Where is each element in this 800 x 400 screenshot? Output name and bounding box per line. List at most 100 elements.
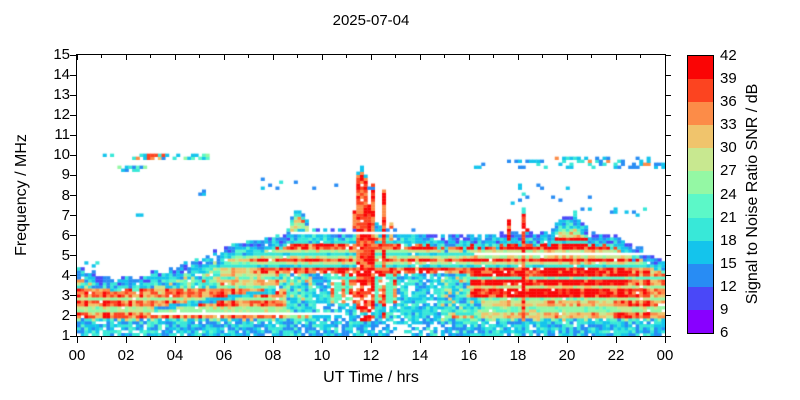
x-tick-mark bbox=[419, 336, 421, 343]
colorbar-tick-label: 24 bbox=[720, 185, 737, 203]
y-tick-label: 15 bbox=[53, 46, 70, 63]
x-minor-tick-mark bbox=[297, 55, 298, 58]
y-tick-label: 9 bbox=[61, 166, 70, 184]
x-tick-mark bbox=[664, 55, 666, 60]
colorbar-segment bbox=[688, 102, 713, 126]
x-axis-label: UT Time / hrs bbox=[323, 369, 419, 386]
x-minor-tick-mark bbox=[493, 336, 494, 340]
colorbar-segment bbox=[688, 79, 713, 103]
y-tick-mark bbox=[665, 215, 671, 217]
colorbar-segment bbox=[688, 148, 713, 172]
y-tick-mark bbox=[70, 94, 77, 96]
y-tick-mark bbox=[665, 195, 671, 196]
x-tick-mark bbox=[321, 336, 323, 343]
y-tick-mark bbox=[665, 54, 671, 56]
x-minor-tick-mark bbox=[101, 55, 102, 58]
y-tick-mark bbox=[70, 195, 77, 196]
colorbar-tick-label: 12 bbox=[720, 277, 737, 295]
x-tick-label: 10 bbox=[313, 347, 331, 364]
y-tick-mark bbox=[665, 295, 671, 297]
x-tick-label: 00 bbox=[68, 347, 86, 364]
colorbar bbox=[687, 55, 714, 334]
y-tick-label: 14 bbox=[53, 66, 70, 84]
colorbar-segment bbox=[688, 194, 713, 218]
y-tick-mark bbox=[70, 54, 77, 56]
x-minor-tick-mark bbox=[150, 55, 151, 58]
y-tick-mark bbox=[70, 295, 77, 297]
x-minor-tick-mark bbox=[542, 55, 543, 58]
x-minor-tick-mark bbox=[395, 55, 396, 58]
y-tick-mark bbox=[70, 215, 77, 217]
x-tick-mark bbox=[125, 55, 127, 60]
y-tick-mark bbox=[665, 235, 671, 237]
x-tick-mark bbox=[517, 336, 519, 343]
y-tick-mark bbox=[70, 114, 77, 116]
colorbar-tick-label: 18 bbox=[720, 231, 737, 249]
x-minor-tick-mark bbox=[542, 336, 543, 340]
colorbar-tick-label: 21 bbox=[720, 208, 737, 226]
x-tick-label: 16 bbox=[460, 347, 478, 364]
x-tick-mark bbox=[125, 336, 127, 343]
x-tick-mark bbox=[272, 336, 274, 343]
x-tick-mark bbox=[615, 55, 617, 60]
plot-area bbox=[70, 54, 671, 343]
x-tick-mark bbox=[468, 336, 470, 343]
x-tick-mark bbox=[566, 336, 568, 343]
colorbar-tick-label: 30 bbox=[720, 139, 737, 157]
x-tick-label: 00 bbox=[656, 347, 674, 364]
x-minor-tick-mark bbox=[199, 336, 200, 340]
x-minor-tick-mark bbox=[199, 55, 200, 58]
y-tick-label: 13 bbox=[53, 86, 70, 104]
colorbar-segment bbox=[688, 125, 713, 149]
x-minor-tick-mark bbox=[248, 336, 249, 340]
y-tick-mark bbox=[665, 74, 671, 76]
colorbar-tick-label: 9 bbox=[720, 300, 729, 318]
colorbar-segment bbox=[688, 171, 713, 195]
x-tick-mark bbox=[321, 55, 323, 60]
colorbar-tick-label: 6 bbox=[720, 324, 729, 341]
x-tick-mark bbox=[174, 55, 176, 60]
x-minor-tick-mark bbox=[395, 336, 396, 340]
y-tick-mark bbox=[70, 255, 77, 257]
x-tick-label: 22 bbox=[607, 347, 625, 364]
colorbar-segment bbox=[688, 309, 713, 333]
x-tick-mark bbox=[468, 55, 470, 60]
colorbar-tick-label: 27 bbox=[720, 162, 737, 180]
x-tick-mark bbox=[272, 55, 274, 60]
y-tick-label: 5 bbox=[61, 246, 70, 264]
y-tick-mark bbox=[70, 235, 77, 237]
y-tick-mark bbox=[70, 74, 77, 76]
y-tick-mark bbox=[665, 174, 671, 176]
y-tick-mark bbox=[665, 114, 671, 116]
x-minor-tick-mark bbox=[248, 55, 249, 58]
x-tick-mark bbox=[370, 336, 372, 343]
colorbar-segment bbox=[688, 56, 713, 80]
x-tick-mark bbox=[419, 55, 421, 60]
y-tick-mark bbox=[70, 174, 77, 176]
colorbar-segment bbox=[688, 240, 713, 264]
x-minor-tick-mark bbox=[346, 55, 347, 58]
y-tick-mark bbox=[70, 275, 77, 277]
y-tick-label: 8 bbox=[61, 186, 70, 204]
x-tick-label: 08 bbox=[264, 347, 282, 364]
colorbar-tick-label: 39 bbox=[720, 70, 737, 88]
x-tick-mark bbox=[223, 336, 225, 343]
y-tick-mark bbox=[70, 154, 77, 156]
y-tick-mark bbox=[665, 315, 671, 317]
y-tick-label: 1 bbox=[61, 327, 70, 344]
y-tick-label: 2 bbox=[61, 306, 70, 324]
y-tick-label: 4 bbox=[61, 266, 70, 284]
x-tick-label: 02 bbox=[117, 347, 135, 364]
colorbar-segment bbox=[688, 217, 713, 241]
x-tick-mark bbox=[174, 336, 176, 343]
x-minor-tick-mark bbox=[640, 336, 641, 340]
x-tick-label: 04 bbox=[166, 347, 184, 364]
x-minor-tick-mark bbox=[591, 336, 592, 340]
y-tick-mark bbox=[665, 154, 671, 156]
y-tick-mark bbox=[665, 255, 671, 257]
x-tick-label: 14 bbox=[411, 347, 429, 364]
x-tick-label: 18 bbox=[509, 347, 527, 364]
x-minor-tick-mark bbox=[493, 55, 494, 58]
y-tick-mark bbox=[665, 94, 671, 96]
